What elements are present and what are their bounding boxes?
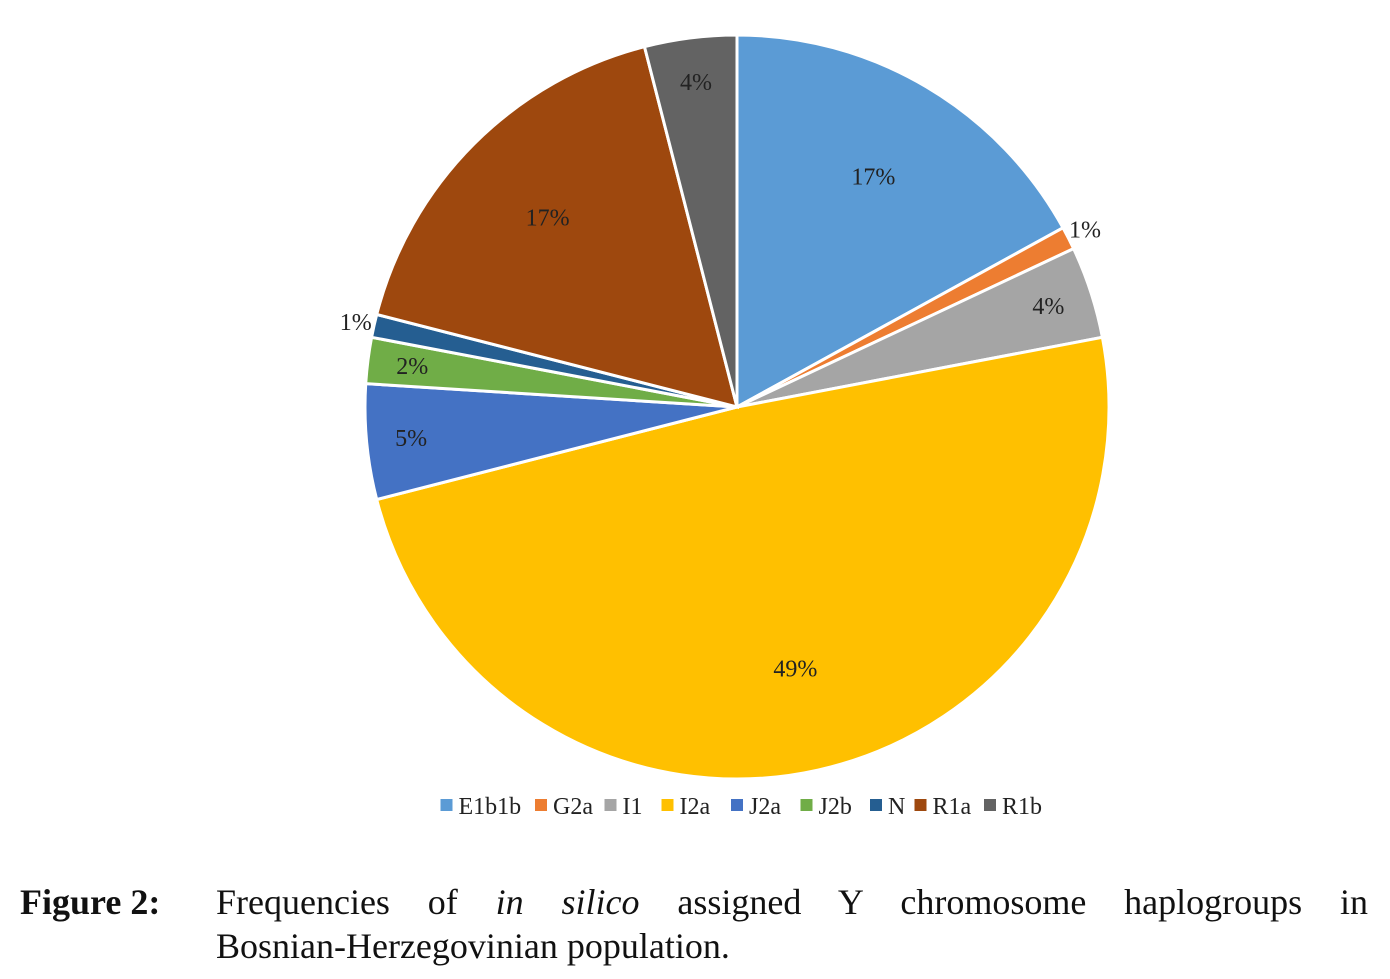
- legend-swatch-j2b: [800, 799, 813, 811]
- data-label-r1a: 17%: [526, 206, 570, 232]
- legend-label-g2a: G2a: [553, 794, 593, 820]
- pie-data-labels: 17% 1% 4% 49% 5% 2% 1% 17% 4%: [340, 70, 1101, 682]
- figure-caption: Figure 2: Frequencies of in silico assig…: [20, 880, 1368, 968]
- legend-swatch-e1b1b: [440, 799, 453, 811]
- pie-slice-i2a: [374, 335, 1111, 781]
- data-label-r1b: 4%: [680, 70, 712, 96]
- pie-chart: 17% 1% 4% 49% 5% 2% 1% 17% 4% E1b1b G2a I1 I2a J2a J2…: [340, 33, 1111, 820]
- legend-swatch-r1b: [984, 799, 996, 811]
- legend-label-r1b: R1b: [1002, 794, 1042, 820]
- legend-label-i1: I1: [623, 794, 643, 820]
- data-label-j2a: 5%: [395, 426, 427, 452]
- data-label-j2b: 2%: [396, 354, 428, 380]
- legend-label-n: N: [888, 794, 905, 820]
- legend-swatch-i2a: [661, 799, 674, 811]
- caption-text-before: Frequencies of: [216, 882, 496, 922]
- legend-label-i2a: I2a: [680, 794, 711, 820]
- data-label-g2a: 1%: [1069, 218, 1101, 244]
- legend-swatch-r1a: [914, 799, 927, 811]
- legend: E1b1b G2a I1 I2a J2a J2b N R1a R1b: [440, 794, 1042, 820]
- legend-swatch-j2a: [731, 799, 743, 811]
- legend-swatch-g2a: [535, 799, 547, 811]
- legend-label-r1a: R1a: [933, 794, 972, 820]
- legend-swatch-n: [870, 799, 882, 811]
- data-label-i1: 4%: [1032, 294, 1064, 320]
- legend-label-e1b1b: E1b1b: [459, 794, 522, 820]
- caption-label: Figure 2:: [20, 882, 161, 922]
- pie-slice-r1a: [374, 44, 740, 410]
- caption-line-1: Frequencies of in silico assigned Y chro…: [216, 880, 1368, 924]
- data-label-e1b1b: 17%: [851, 164, 895, 190]
- caption-italic: in silico: [495, 882, 640, 922]
- pie-slices: [363, 33, 1111, 781]
- legend-swatch-i1: [604, 799, 617, 811]
- pie-slice-r1b: [642, 33, 739, 408]
- data-label-i2a: 49%: [773, 656, 817, 682]
- data-label-n: 1%: [340, 310, 372, 336]
- caption-text-after: assigned Y chromosome haplogroups in: [639, 882, 1369, 922]
- pie-slice-e1b1b: [735, 33, 1066, 410]
- legend-label-j2a: J2a: [749, 794, 781, 820]
- legend-label-j2b: J2b: [819, 794, 852, 820]
- caption-line-2: Bosnian-Herzegovinian population.: [216, 926, 730, 966]
